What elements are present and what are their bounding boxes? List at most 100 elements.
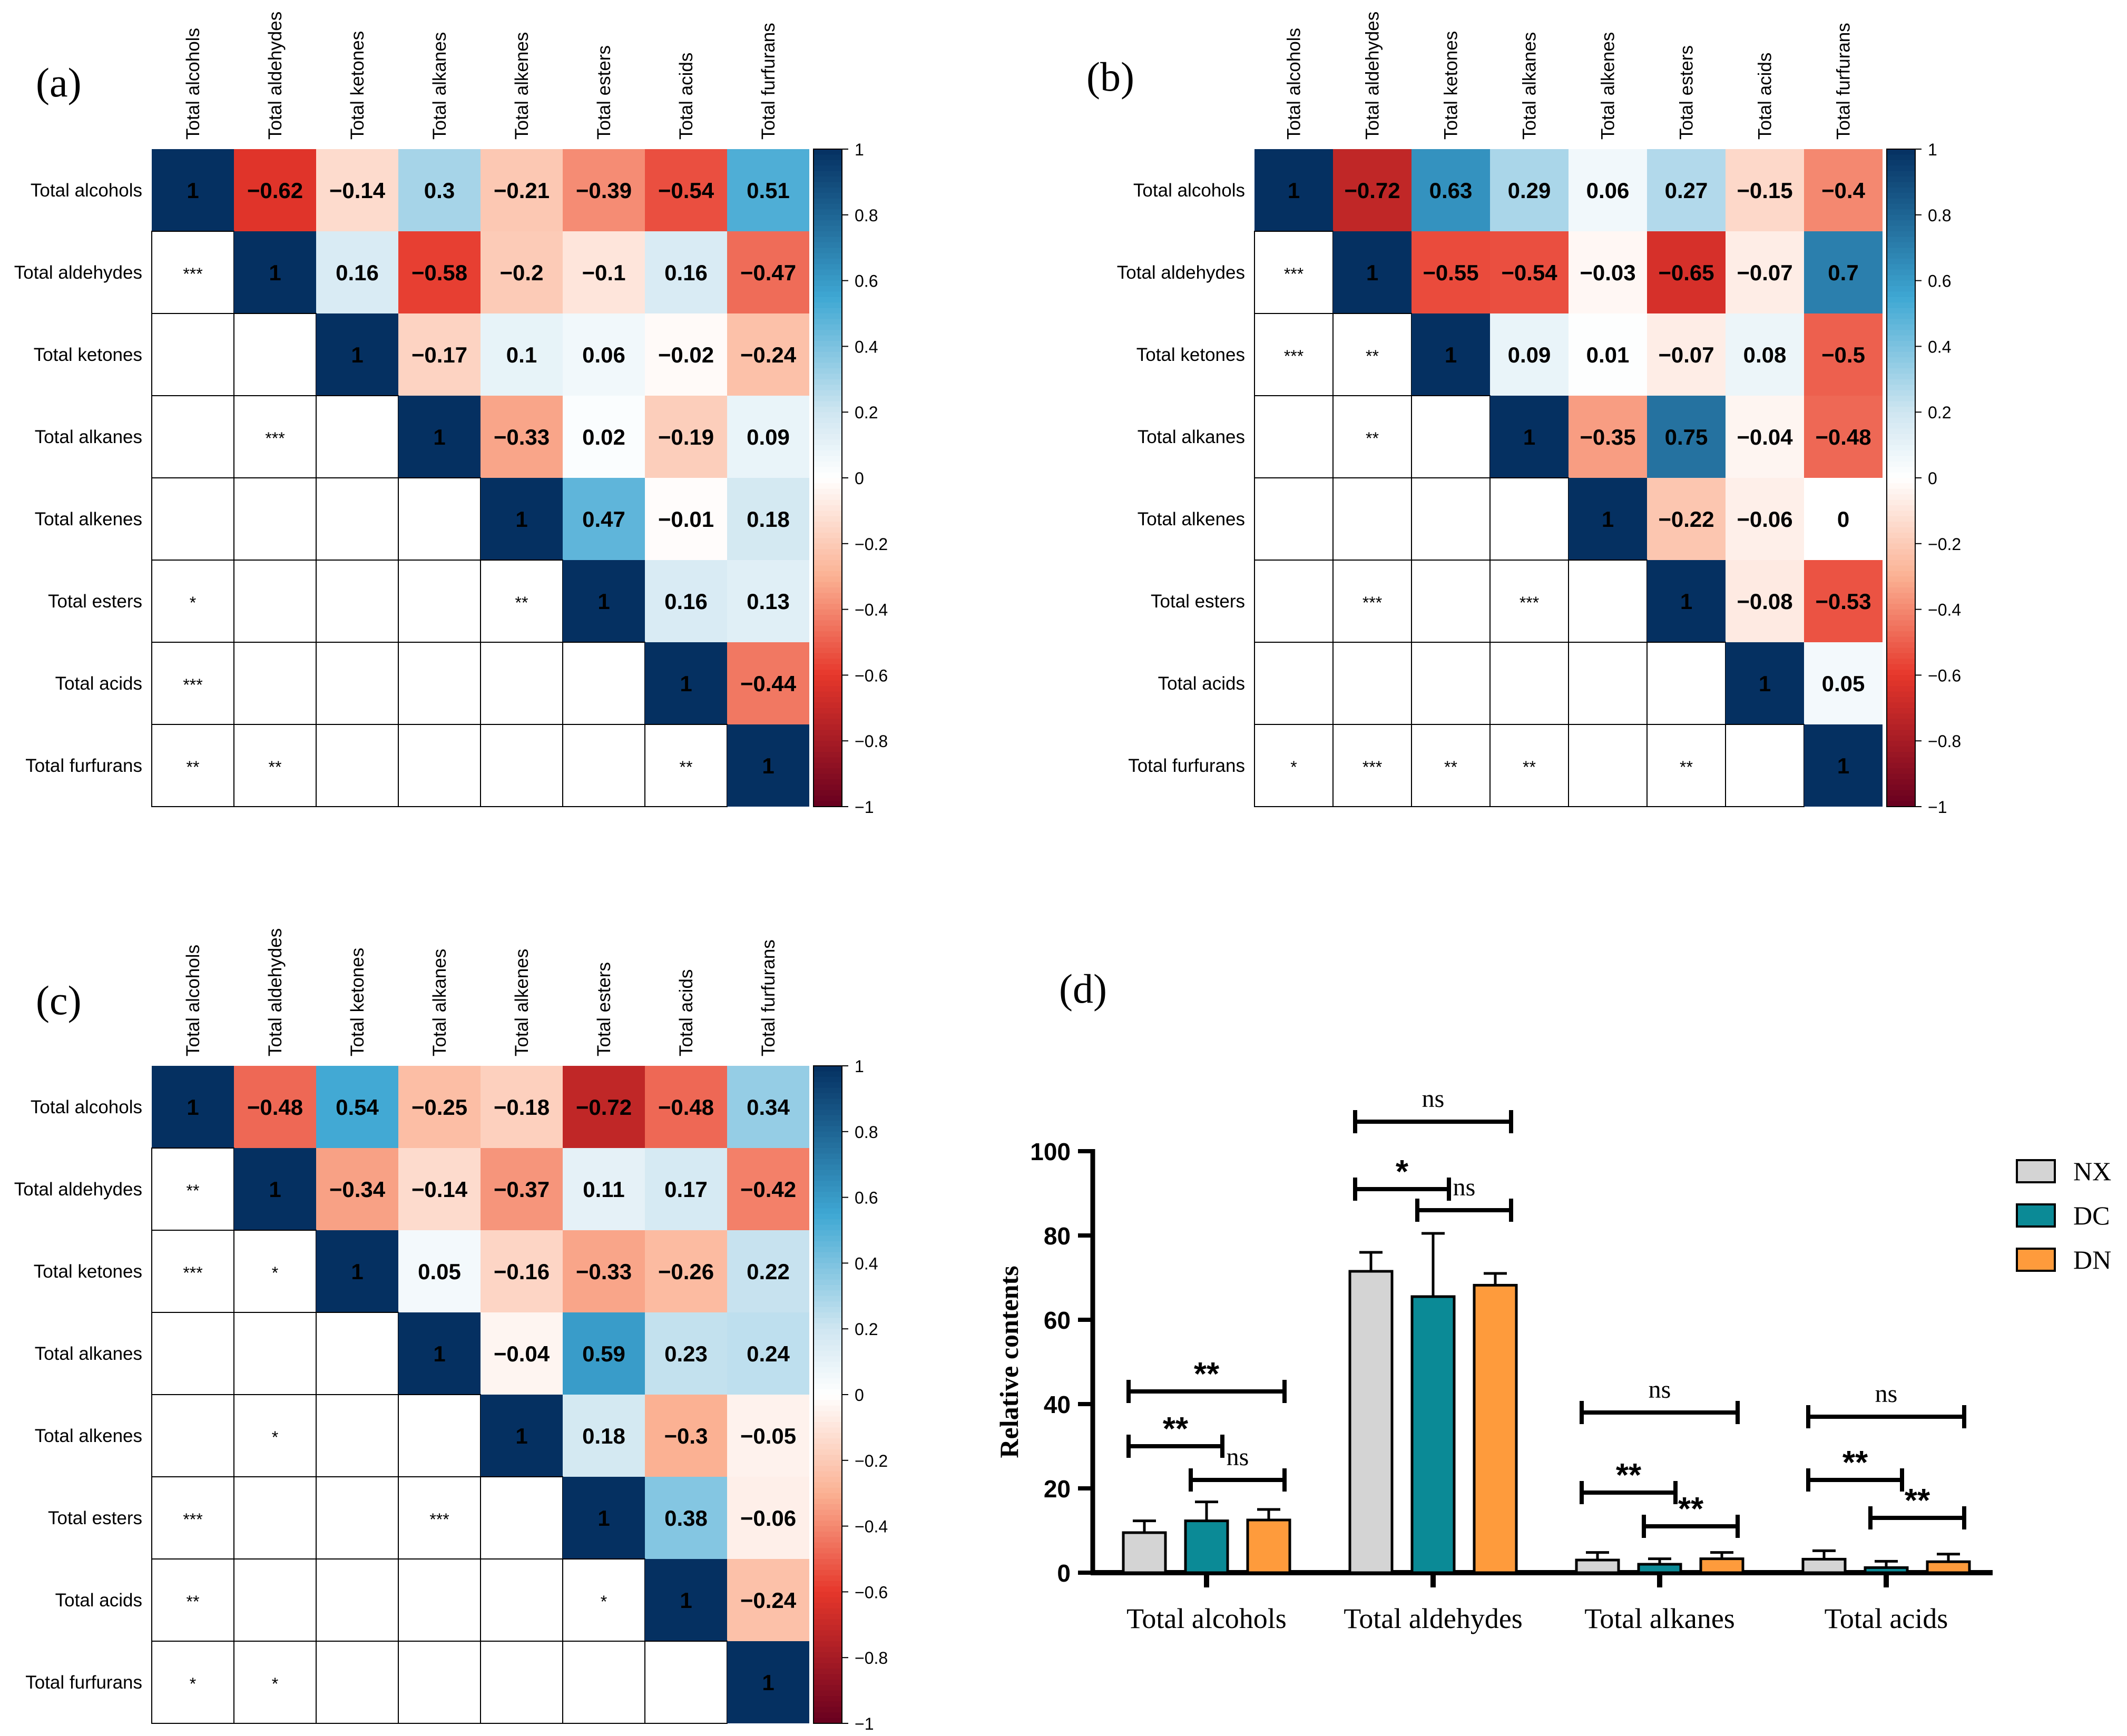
colorbar-segment [1887, 214, 1915, 221]
colorbar-segment [813, 533, 842, 539]
colorbar-segment [813, 1564, 842, 1571]
colorbar-segment [813, 472, 842, 478]
cell-value-label: 0.27 [1665, 178, 1708, 203]
colorbar-segment [813, 428, 842, 435]
colorbar-segment [813, 488, 842, 495]
colorbar-segment [1887, 636, 1915, 643]
heatmap-cell [1490, 149, 1569, 231]
colorbar-segment [1887, 702, 1915, 709]
colorbar-segment [1887, 675, 1915, 681]
heatmap-cell [563, 396, 645, 478]
column-label: Total alkanes [429, 949, 450, 1056]
significance-marker: ** [187, 758, 200, 777]
colorbar-segment [1887, 149, 1915, 155]
colorbar-segment [813, 801, 842, 807]
heatmap-empty-cell [1254, 395, 1334, 478]
cell-value-label: 1 [1759, 671, 1771, 696]
colorbar-tick-label: 0.2 [1928, 403, 1951, 422]
colorbar-segment [813, 1685, 842, 1691]
heatmap-empty-cell [233, 313, 317, 396]
cell-value-label: −0.55 [1423, 260, 1478, 285]
colorbar-segment [813, 752, 842, 758]
heatmap-empty-cell [233, 560, 317, 643]
colorbar-segment [1887, 741, 1915, 747]
colorbar-segment [813, 659, 842, 665]
colorbar-segment [813, 1690, 842, 1696]
cell-value-label: −0.33 [494, 425, 550, 449]
heatmap-cell [398, 231, 481, 313]
cell-value-label: 0.47 [582, 507, 625, 532]
colorbar-segment [1887, 713, 1915, 720]
heatmap-cell [1804, 231, 1883, 313]
colorbar-segment [813, 1296, 842, 1302]
colorbar-segment [813, 670, 842, 676]
column-label: Total alcohols [183, 28, 203, 140]
heatmap-cell [481, 396, 563, 478]
colorbar-segment [813, 439, 842, 446]
cell-value-label: 0.63 [1429, 178, 1473, 203]
colorbar-tick-label: 1 [855, 1057, 864, 1076]
colorbar-segment [813, 1515, 842, 1522]
cell-value-label: −0.03 [1580, 260, 1635, 285]
heatmap-cell [645, 1559, 727, 1641]
colorbar-segment [1887, 543, 1915, 550]
colorbar-segment [813, 1340, 842, 1346]
heatmap-cell [645, 1066, 727, 1148]
significance-label: ns [1422, 1085, 1445, 1113]
colorbar-segment [1887, 615, 1915, 621]
cell-value-label: −0.24 [740, 342, 797, 367]
colorbar-segment [813, 1153, 842, 1160]
x-tick-label: Total alcohols [1126, 1603, 1287, 1634]
significance-marker: *** [1363, 593, 1382, 612]
cell-value-label: 1 [269, 260, 281, 285]
colorbar-segment [813, 379, 842, 386]
colorbar-tick-label: 0.6 [855, 1189, 878, 1208]
colorbar-segment [813, 571, 842, 577]
colorbar-segment [813, 1367, 842, 1374]
heatmap-cell [645, 313, 727, 396]
colorbar-tick-label: 0.8 [855, 1123, 878, 1142]
cell-value-label: 0.59 [582, 1341, 625, 1366]
cell-value-label: 1 [597, 1506, 610, 1531]
heatmap-cell [1569, 396, 1647, 478]
heatmap-empty-cell [316, 477, 399, 561]
colorbar-segment [813, 1696, 842, 1702]
colorbar-tick-label: −0.4 [855, 601, 888, 620]
cell-value-label: 0.09 [1508, 342, 1551, 367]
colorbar-segment [813, 1208, 842, 1214]
colorbar-segment [813, 560, 842, 566]
colorbar-segment [813, 204, 842, 210]
colorbar-segment [1887, 308, 1915, 314]
colorbar-segment [1887, 390, 1915, 396]
cell-value-label: 0.18 [747, 507, 790, 532]
colorbar-segment [813, 636, 842, 643]
colorbar-segment [813, 576, 842, 583]
heatmap-empty-cell [1489, 642, 1569, 725]
colorbar-segment [813, 302, 842, 309]
cell-value-label: −0.54 [658, 178, 714, 203]
heatmap-cell [1647, 478, 1726, 560]
colorbar-segment [813, 423, 842, 429]
heatmap-cell [481, 478, 563, 560]
colorbar-segment [813, 1706, 842, 1713]
heatmap-cell [1412, 149, 1490, 231]
heatmap-cell [727, 231, 809, 313]
colorbar-segment [813, 505, 842, 512]
colorbar-segment [813, 1186, 842, 1193]
heatmap-empty-cell [398, 1476, 481, 1560]
heatmap-cell [727, 1395, 809, 1477]
heatmap-cell [563, 1148, 645, 1230]
row-label: Total aldehydes [14, 1179, 142, 1200]
colorbar-segment [1887, 428, 1915, 435]
colorbar-segment [813, 796, 842, 802]
heatmap-cell [563, 149, 645, 231]
cell-value-label: 0.75 [1665, 425, 1708, 449]
cell-value-label: 1 [1602, 507, 1614, 532]
significance-marker: *** [183, 675, 202, 694]
colorbar-segment [813, 483, 842, 489]
cell-value-label: 1 [187, 1095, 199, 1120]
heatmap-empty-cell [151, 642, 234, 725]
colorbar-segment [813, 1329, 842, 1335]
heatmap-empty-cell [151, 1312, 234, 1395]
significance-marker: ** [1680, 758, 1693, 777]
